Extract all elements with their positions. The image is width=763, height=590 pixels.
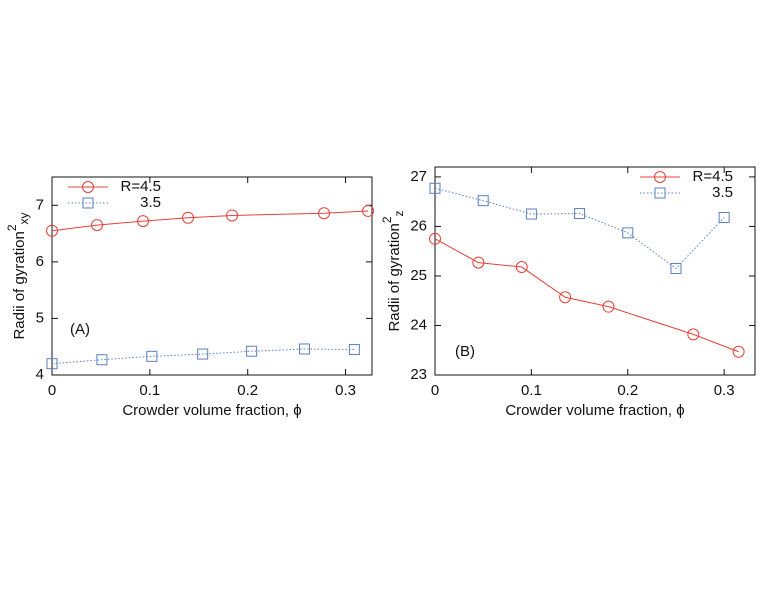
marker	[298, 343, 310, 355]
marker	[429, 232, 441, 245]
x-tick-label: 0.3	[335, 382, 356, 399]
marker	[670, 263, 682, 275]
plot-frame	[434, 166, 756, 376]
y-tick-label: 7	[36, 196, 44, 213]
marker	[137, 215, 150, 228]
legend-marker	[654, 171, 666, 183]
legend-label: 3.5	[712, 184, 733, 201]
marker	[91, 219, 104, 232]
y-label-sub: z	[392, 210, 406, 216]
y-tick-label: 24	[410, 316, 427, 333]
y-label-text: Radii of gyration	[386, 223, 403, 331]
legend-marker	[654, 187, 666, 199]
marker	[182, 211, 195, 224]
marker	[226, 209, 239, 222]
y-tick-label: 27	[410, 168, 427, 185]
x-tick-label: 0.1	[521, 382, 542, 399]
marker	[718, 212, 730, 224]
y-tick-label: 25	[410, 267, 427, 284]
y-tick-label: 5	[36, 309, 44, 326]
y-axis-label: Radii of gyration2z	[380, 210, 406, 331]
series-line	[434, 238, 739, 353]
legend-marker	[82, 197, 94, 209]
y-tick-label: 26	[410, 217, 427, 234]
marker	[622, 227, 634, 239]
x-tick-label: 0.1	[139, 382, 160, 399]
series-line	[434, 187, 725, 270]
x-tick-label: 0.2	[617, 382, 638, 399]
marker	[732, 345, 745, 358]
plot-frame	[51, 176, 373, 376]
marker	[348, 344, 360, 356]
x-tick-label: 0	[48, 382, 56, 399]
marker	[477, 195, 489, 207]
y-label-sub: xy	[17, 212, 31, 224]
marker	[574, 208, 586, 220]
marker	[362, 204, 375, 217]
marker	[525, 208, 537, 220]
marker	[559, 291, 572, 304]
x-tick-label: 0	[431, 382, 439, 399]
marker	[318, 207, 331, 220]
marker	[515, 261, 528, 274]
marker	[472, 256, 485, 269]
marker	[602, 300, 615, 313]
y-tick-label: 6	[36, 253, 44, 270]
marker	[197, 348, 209, 360]
y-tick-label: 23	[410, 366, 427, 383]
x-tick-label: 0.3	[714, 382, 735, 399]
y-label-text: Radii of gyration	[11, 231, 28, 339]
y-label-sup: 2	[5, 224, 19, 231]
legend-label: R=4.5	[121, 178, 161, 195]
y-axis-label: Radii of gyration2xy	[5, 212, 31, 339]
series-line	[51, 348, 355, 365]
x-axis-label: Crowder volume fraction, ϕ	[122, 402, 301, 419]
x-tick-label: 0.2	[237, 382, 258, 399]
legend-label: R=4.5	[693, 168, 733, 185]
y-label-sup: 2	[380, 216, 394, 223]
marker	[429, 182, 441, 194]
marker	[687, 328, 700, 341]
marker	[146, 350, 158, 362]
marker	[46, 358, 58, 370]
marker	[46, 224, 58, 237]
x-axis-label: Crowder volume fraction, ϕ	[505, 402, 684, 419]
series-line	[51, 210, 369, 232]
marker	[96, 354, 108, 366]
y-tick-label: 4	[36, 366, 44, 383]
legend-marker	[82, 181, 94, 193]
panel-label: (A)	[70, 321, 90, 338]
marker	[246, 345, 258, 357]
legend-label: 3.5	[140, 194, 161, 211]
panel-label: (B)	[455, 343, 475, 360]
